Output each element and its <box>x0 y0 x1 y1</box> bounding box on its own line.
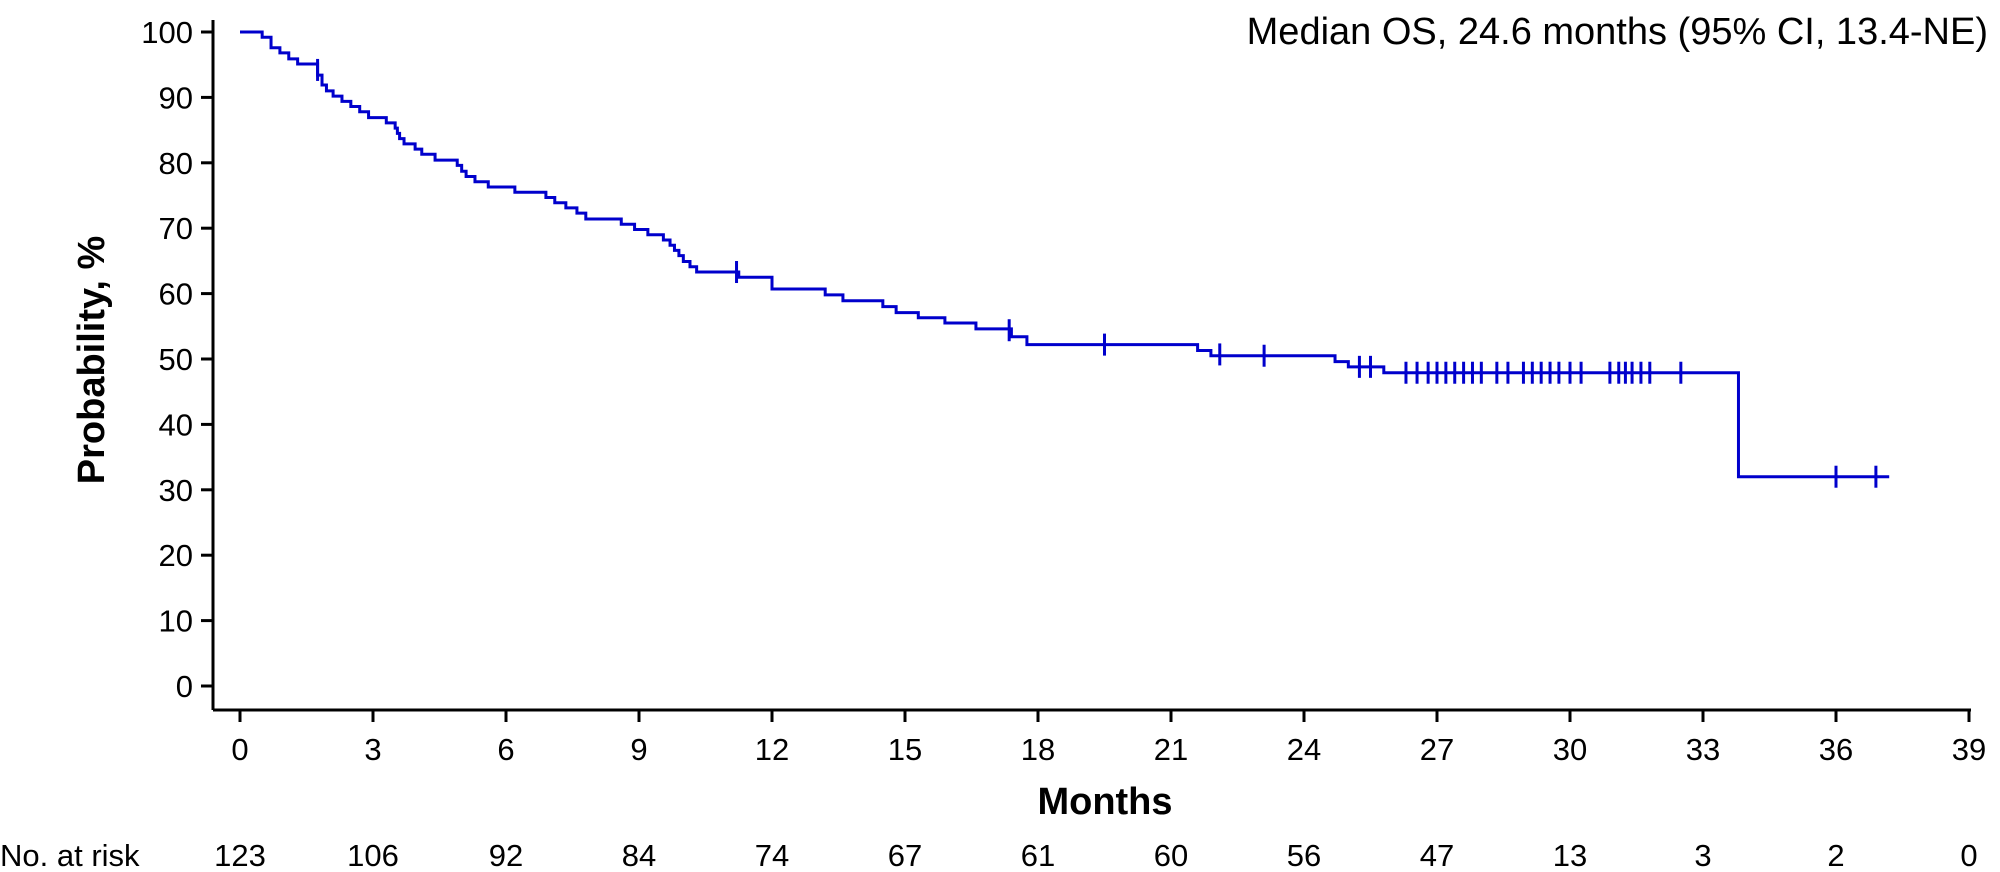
risk-count: 123 <box>214 838 266 872</box>
x-tick-label: 15 <box>888 732 922 767</box>
x-tick-label: 33 <box>1686 732 1720 767</box>
y-tick-label: 10 <box>159 604 193 639</box>
risk-count: 74 <box>755 838 789 872</box>
y-axis-ticks: 0 10 20 30 40 50 60 70 80 90 100 <box>141 15 213 704</box>
y-tick-label: 40 <box>159 407 193 442</box>
censor-marks <box>316 58 1878 488</box>
risk-table-label: No. at risk <box>0 838 140 872</box>
y-tick-label: 100 <box>141 15 193 50</box>
risk-count: 84 <box>622 838 656 872</box>
y-tick-label: 70 <box>159 211 193 246</box>
risk-count: 56 <box>1287 838 1321 872</box>
risk-count: 3 <box>1694 838 1711 872</box>
risk-count: 92 <box>489 838 523 872</box>
x-axis-title: Months <box>1037 781 1172 823</box>
risk-count: 60 <box>1154 838 1188 872</box>
x-axis-ticks: 0 3 6 9 12 15 18 21 24 27 30 33 36 39 <box>231 710 1986 767</box>
risk-count: 47 <box>1420 838 1454 872</box>
median-os-annotation: Median OS, 24.6 months (95% CI, 13.4-NE) <box>1247 11 1988 53</box>
x-tick-label: 6 <box>497 732 514 767</box>
x-tick-label: 0 <box>231 732 248 767</box>
risk-count: 0 <box>1960 838 1977 872</box>
x-tick-label: 24 <box>1287 732 1321 767</box>
survival-curve-group <box>240 30 1890 479</box>
x-tick-label: 21 <box>1154 732 1188 767</box>
risk-count: 106 <box>347 838 399 872</box>
y-axis-title: Probability, % <box>71 236 113 484</box>
y-tick-label: 20 <box>159 538 193 573</box>
x-tick-label: 12 <box>755 732 789 767</box>
risk-table: No. at risk 123 106 92 84 74 67 61 60 56 47 13 3 2 0 <box>0 838 1978 872</box>
y-tick-label: 90 <box>159 80 193 115</box>
survival-curve-line <box>240 30 1890 479</box>
x-tick-label: 36 <box>1819 732 1853 767</box>
y-tick-label: 0 <box>176 669 193 704</box>
risk-count: 61 <box>1021 838 1055 872</box>
y-tick-label: 80 <box>159 146 193 181</box>
x-tick-label: 3 <box>364 732 381 767</box>
risk-count: 2 <box>1827 838 1844 872</box>
x-tick-label: 27 <box>1420 732 1454 767</box>
x-tick-label: 18 <box>1021 732 1055 767</box>
x-tick-label: 9 <box>630 732 647 767</box>
y-tick-label: 50 <box>159 342 193 377</box>
y-tick-label: 60 <box>159 277 193 312</box>
x-tick-label: 30 <box>1553 732 1587 767</box>
risk-count: 13 <box>1553 838 1587 872</box>
y-tick-label: 30 <box>159 473 193 508</box>
x-tick-label: 39 <box>1952 732 1986 767</box>
risk-count: 67 <box>888 838 922 872</box>
